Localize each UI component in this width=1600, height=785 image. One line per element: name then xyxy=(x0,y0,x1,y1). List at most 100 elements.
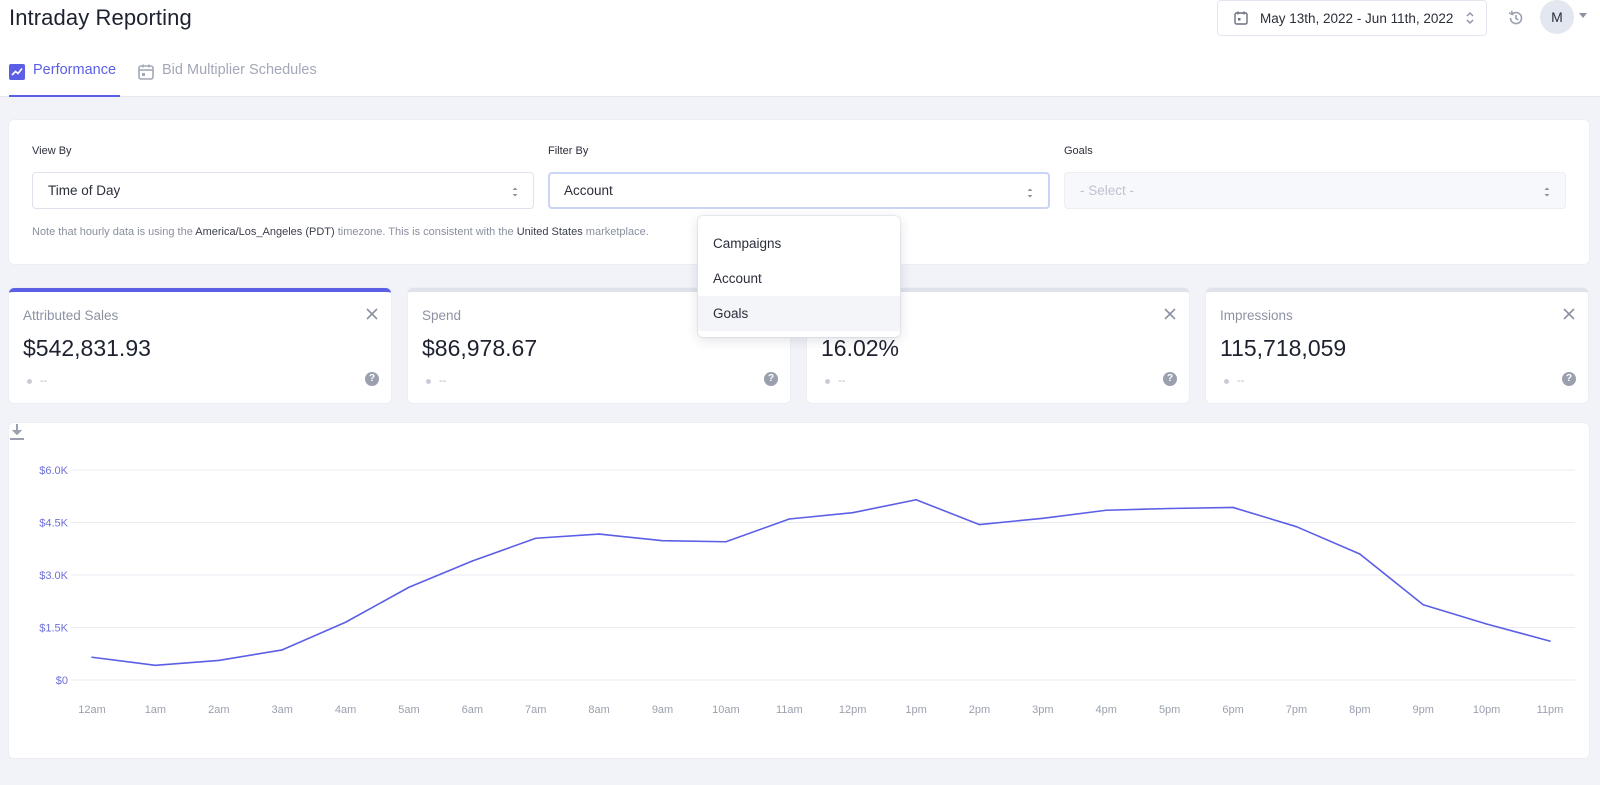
sort-arrows-icon xyxy=(512,187,518,197)
view-by-label: View By xyxy=(32,145,72,157)
dot-icon xyxy=(1224,378,1229,384)
goals-placeholder: - Select - xyxy=(1080,183,1135,198)
data-point xyxy=(788,518,791,520)
metric-label: Attributed Sales xyxy=(23,308,119,323)
data-point xyxy=(217,659,220,662)
help-icon[interactable]: ? xyxy=(1163,372,1177,386)
chevron-down-icon[interactable] xyxy=(1579,13,1587,18)
user-avatar[interactable]: M xyxy=(1540,0,1574,34)
x-tick-label: 1am xyxy=(145,704,166,716)
note-marketplace: United States xyxy=(516,226,583,238)
metric-delta: -- xyxy=(1224,375,1244,387)
data-point xyxy=(915,498,917,501)
dropdown-option-campaigns[interactable]: Campaigns xyxy=(713,236,782,251)
tab-performance[interactable]: Performance xyxy=(9,62,120,97)
data-point xyxy=(978,523,981,526)
x-tick-label: 9pm xyxy=(1413,704,1434,716)
data-point xyxy=(661,539,664,542)
x-tick-label: 12pm xyxy=(839,704,867,716)
series-line xyxy=(91,498,1551,667)
metric-delta-text: -- xyxy=(838,375,846,387)
dot-icon xyxy=(825,378,830,384)
tab-schedules-label: Bid Multiplier Schedules xyxy=(162,62,317,78)
x-tick-label: 5pm xyxy=(1159,704,1180,716)
data-point xyxy=(725,540,727,543)
x-tick-label: 8pm xyxy=(1349,704,1370,716)
x-tick-label: 6pm xyxy=(1222,704,1243,716)
download-icon[interactable] xyxy=(9,423,25,441)
data-point xyxy=(1042,517,1044,520)
dropdown-option-account[interactable]: Account xyxy=(713,271,762,286)
x-tick-label: 1pm xyxy=(905,704,926,716)
top-bar: Intraday Reporting May 13th, 2022 - Jun … xyxy=(0,0,1600,97)
x-tick-label: 4am xyxy=(335,704,356,716)
filter-by-select[interactable]: Account xyxy=(548,172,1050,209)
view-by-select[interactable]: Time of Day xyxy=(32,172,534,209)
calendar-icon xyxy=(1234,11,1248,25)
metric-delta-text: -- xyxy=(40,375,48,387)
data-point xyxy=(91,656,93,659)
x-tick-label: 8am xyxy=(588,704,609,716)
x-tick-label: 3am xyxy=(271,704,292,716)
x-tick-label: 3pm xyxy=(1032,704,1053,716)
data-point xyxy=(1168,507,1171,510)
y-tick-label: $6.0K xyxy=(39,465,68,477)
tab-performance-label: Performance xyxy=(33,62,117,78)
close-icon[interactable] xyxy=(365,307,379,321)
help-icon[interactable]: ? xyxy=(365,372,379,386)
date-range-text: May 13th, 2022 - Jun 11th, 2022 xyxy=(1260,10,1454,26)
y-tick-label: $4.5K xyxy=(39,518,68,530)
tab-bid-multiplier-schedules[interactable]: Bid Multiplier Schedules xyxy=(138,62,317,97)
sort-arrows-icon xyxy=(1027,188,1033,198)
x-tick-label: 11am xyxy=(776,704,803,716)
filter-by-value: Account xyxy=(564,183,613,198)
x-tick-label: 7pm xyxy=(1286,704,1307,716)
history-icon[interactable] xyxy=(1506,8,1526,28)
metric-card-attributed-sales[interactable]: Attributed Sales $542,831.93 -- ? xyxy=(9,288,391,403)
x-tick-label: 7am xyxy=(525,704,546,716)
metric-label: Spend xyxy=(422,308,462,323)
metric-label: Impressions xyxy=(1220,308,1293,323)
filter-by-dropdown-menu: Campaigns Account Goals xyxy=(698,216,900,337)
metric-delta: -- xyxy=(27,375,47,387)
close-icon[interactable] xyxy=(1163,307,1177,321)
note-suffix: marketplace. xyxy=(585,226,649,238)
data-point xyxy=(281,649,283,651)
data-point xyxy=(1232,506,1234,509)
dropdown-option-goals[interactable]: Goals xyxy=(698,296,900,331)
close-icon[interactable] xyxy=(1562,307,1576,321)
note-timezone: America/Los_Angeles (PDT) xyxy=(195,226,335,238)
x-tick-label: 10am xyxy=(712,704,740,716)
timezone-note: Note that hourly data is using the Ameri… xyxy=(32,226,649,238)
x-tick-label: 5am xyxy=(398,704,419,716)
metric-value: $542,831.93 xyxy=(23,335,151,361)
help-icon[interactable]: ? xyxy=(1562,372,1576,386)
metric-delta: -- xyxy=(426,375,446,387)
line-chart: $0 $1.5K $3.0K $4.5K $6.0K 12am 1am 2am 3am 4am 5a… xyxy=(39,465,1575,716)
date-range-picker[interactable]: May 13th, 2022 - Jun 11th, 2022 xyxy=(1217,0,1487,36)
page-title: Intraday Reporting xyxy=(9,5,192,30)
data-point xyxy=(471,560,474,562)
metric-delta-text: -- xyxy=(1237,375,1245,387)
dot-icon xyxy=(426,378,431,384)
data-point xyxy=(154,664,157,667)
dot-icon xyxy=(27,378,32,384)
x-tick-label: 2am xyxy=(208,704,229,716)
x-tick-label: 12am xyxy=(78,704,106,716)
data-point xyxy=(344,621,347,624)
goals-select[interactable]: - Select - xyxy=(1064,172,1566,209)
x-tick-label: 9am xyxy=(652,704,673,716)
goals-label: Goals xyxy=(1064,145,1093,157)
help-icon[interactable]: ? xyxy=(764,372,778,386)
x-tick-label: 4pm xyxy=(1096,704,1117,716)
x-tick-label: 2pm xyxy=(969,704,990,716)
sort-arrows-icon xyxy=(1466,12,1474,24)
y-tick-label: $3.0K xyxy=(39,570,68,582)
metric-value: $86,978.67 xyxy=(422,335,538,361)
sort-arrows-icon xyxy=(1544,187,1550,197)
note-prefix: Note that hourly data is using the xyxy=(32,226,193,238)
data-point xyxy=(1105,509,1108,512)
metric-card-impressions[interactable]: Impressions 115,718,059 -- ? xyxy=(1206,288,1588,403)
trend-chart-icon xyxy=(9,64,25,80)
data-point xyxy=(851,511,854,514)
